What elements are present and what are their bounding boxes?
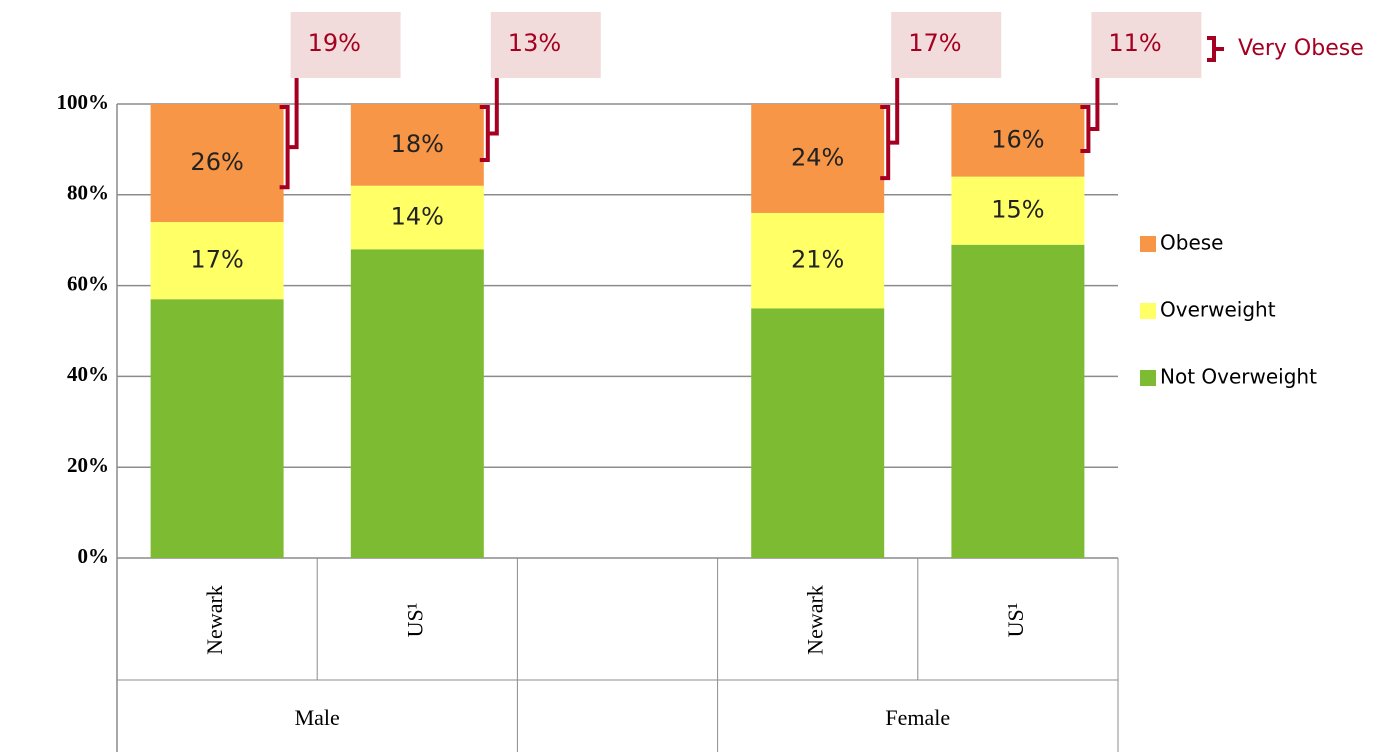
group-label: Male (295, 705, 340, 730)
legend-swatch (1140, 370, 1156, 386)
value-label: 21% (791, 246, 844, 274)
value-label: 14% (391, 203, 444, 231)
legend-label: Overweight (1160, 298, 1276, 322)
value-label: 17% (190, 246, 243, 274)
very-obese-label: 11% (1108, 29, 1161, 57)
x-tick-label: Newark (803, 585, 828, 655)
legend-bracket (1207, 36, 1224, 62)
bar-segment (751, 212, 885, 309)
bar-segment (350, 249, 484, 558)
value-label: 16% (991, 125, 1044, 153)
legend-swatch (1140, 236, 1156, 252)
very-obese-label: 13% (508, 29, 561, 57)
value-label: 26% (190, 148, 243, 176)
y-tick-label: 20% (67, 453, 109, 477)
bar-segment (150, 299, 284, 558)
bar-segment (150, 222, 284, 300)
bar-segment (951, 104, 1085, 177)
value-label: 24% (791, 143, 844, 171)
y-tick-label: 60% (67, 271, 109, 295)
bar-segment (951, 176, 1085, 245)
value-label: 18% (391, 130, 444, 158)
legend-label: Not Overweight (1160, 365, 1317, 389)
very-obese-box (1091, 12, 1202, 78)
x-tick-label: Newark (202, 585, 227, 655)
bar-segment (350, 104, 484, 186)
y-tick-label: 0% (78, 544, 110, 568)
x-tick-label: US¹ (1003, 603, 1028, 638)
bar-segment (150, 104, 284, 223)
very-obese-label: 19% (308, 29, 361, 57)
very-obese-label: 17% (908, 29, 961, 57)
bar-segment (951, 244, 1085, 559)
group-label: Female (885, 705, 950, 730)
very-obese-box (490, 12, 601, 78)
bar-segment (350, 185, 484, 250)
legend-label: Obese (1160, 231, 1223, 255)
legend-swatch (1140, 303, 1156, 319)
very-obese-box (891, 12, 1002, 78)
y-tick-label: 40% (67, 362, 109, 386)
y-tick-label: 80% (67, 181, 109, 205)
legend-label: Very Obese (1238, 36, 1364, 61)
x-tick-label: US¹ (402, 603, 427, 638)
value-label: 15% (991, 196, 1044, 224)
bar-segment (751, 104, 885, 213)
bar-segment (751, 308, 885, 558)
very-obese-box (290, 12, 401, 78)
y-tick-label: 100% (57, 90, 110, 114)
